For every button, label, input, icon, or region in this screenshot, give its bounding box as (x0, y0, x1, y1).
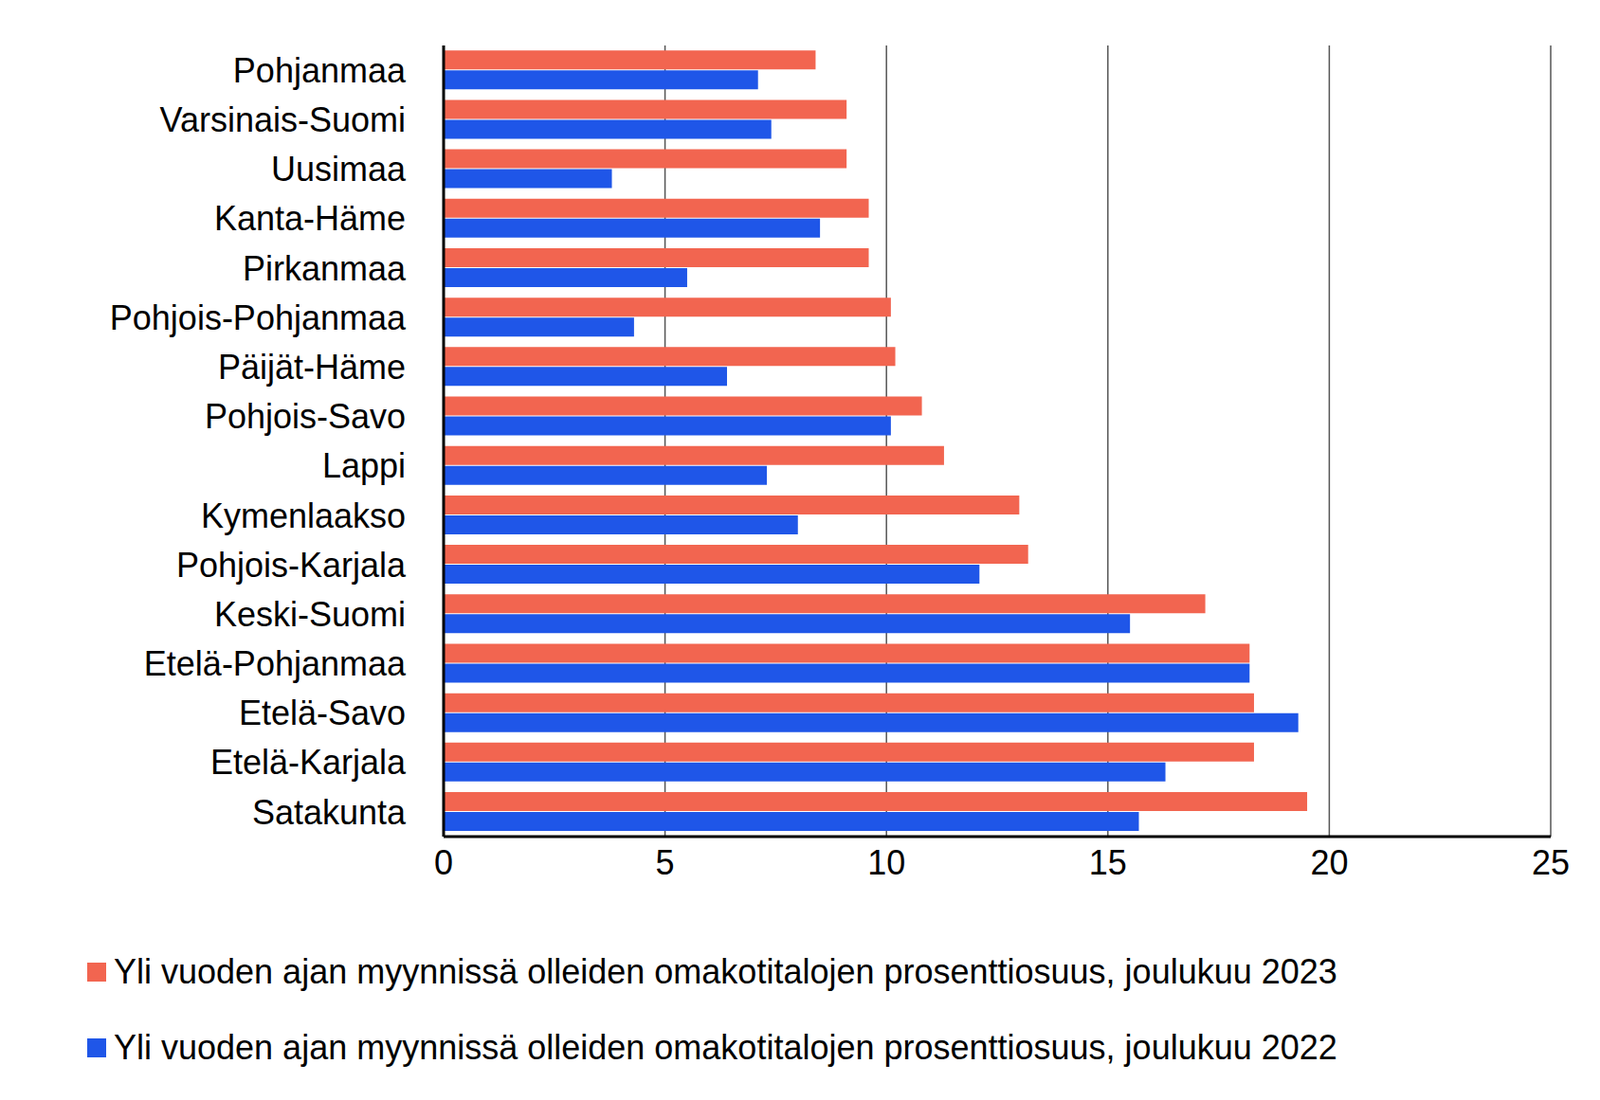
svg-text:Satakunta: Satakunta (252, 793, 407, 833)
svg-text:Etelä-Karjala: Etelä-Karjala (210, 743, 407, 782)
svg-text:Varsinais-Suomi: Varsinais-Suomi (160, 100, 406, 140)
svg-text:Keski-Suomi: Keski-Suomi (214, 595, 406, 635)
svg-text:10: 10 (867, 843, 906, 883)
svg-text:Pohjois-Karjala: Pohjois-Karjala (176, 545, 407, 585)
svg-text:Pohjois-Pohjanmaa: Pohjois-Pohjanmaa (109, 298, 407, 338)
html-text:Yli vuoden ajan myynnissä olle: Yli vuoden ajan myynnissä olleiden omako… (113, 952, 1338, 992)
svg-text:5: 5 (655, 843, 675, 883)
svg-text:Pohjois-Savo: Pohjois-Savo (204, 397, 406, 437)
svg-text:Etelä-Pohjanmaa: Etelä-Pohjanmaa (144, 644, 407, 684)
svg-text:20: 20 (1309, 843, 1348, 883)
svg-text:15: 15 (1089, 843, 1128, 883)
svg-text:Kymenlaakso: Kymenlaakso (200, 496, 406, 536)
svg-text:Lappi: Lappi (322, 446, 406, 486)
svg-text:25: 25 (1531, 843, 1570, 883)
svg-text:Pirkanmaa: Pirkanmaa (242, 249, 407, 289)
svg-text:0: 0 (434, 843, 454, 883)
svg-text:Päijät-Häme: Päijät-Häme (218, 347, 406, 387)
svg-text:Pohjanmaa: Pohjanmaa (233, 51, 407, 91)
svg-text:Kanta-Häme: Kanta-Häme (214, 199, 406, 238)
html-text:Yli vuoden ajan myynnissä olle: Yli vuoden ajan myynnissä olleiden omako… (113, 1028, 1338, 1068)
svg-text:Etelä-Savo: Etelä-Savo (238, 693, 406, 733)
svg-text:Uusimaa: Uusimaa (271, 149, 407, 189)
